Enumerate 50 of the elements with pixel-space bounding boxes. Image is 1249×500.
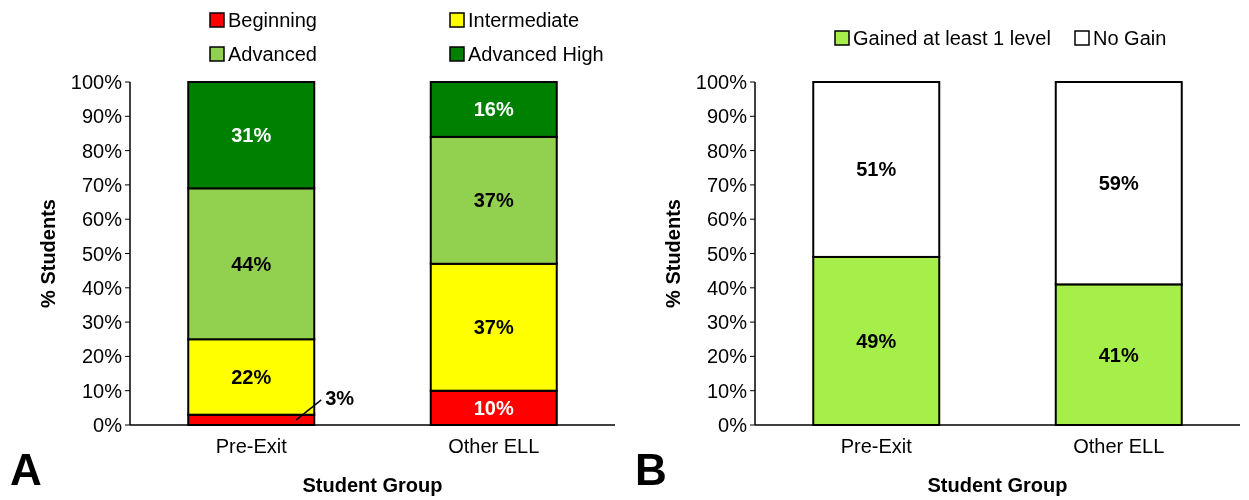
data-label: 44% bbox=[231, 252, 272, 275]
x-tick-label: Pre-Exit bbox=[840, 435, 913, 457]
x-tick-label: Pre-Exit bbox=[215, 435, 288, 457]
y-tick-label: 20% bbox=[706, 345, 748, 368]
data-label: 10% bbox=[473, 396, 514, 419]
y-tick-label: 70% bbox=[706, 173, 748, 196]
data-label: 37% bbox=[473, 189, 514, 212]
data-label: 41% bbox=[1098, 343, 1139, 366]
data-label: 51% bbox=[856, 158, 897, 181]
y-tick-label: 0% bbox=[718, 414, 748, 436]
y-tick-label: 90% bbox=[81, 105, 123, 128]
y-tick-label: 60% bbox=[706, 208, 748, 231]
y-tick-label: 100% bbox=[695, 71, 748, 93]
y-tick-label: 100% bbox=[70, 71, 123, 93]
y-tick-label: 10% bbox=[706, 379, 748, 402]
y-tick-label: 30% bbox=[81, 311, 123, 334]
data-label: 3% bbox=[325, 386, 355, 409]
y-tick-label: 90% bbox=[706, 105, 748, 128]
y-tick-label: 50% bbox=[81, 242, 123, 265]
y-tick-label: 30% bbox=[706, 311, 748, 334]
text: A bbox=[10, 445, 42, 494]
text: B bbox=[635, 445, 667, 494]
legend-label: Intermediate bbox=[468, 9, 580, 31]
y-tick-label: 50% bbox=[706, 242, 748, 265]
x-axis-title: Student Group bbox=[302, 474, 443, 496]
y-axis-title: % Students bbox=[662, 199, 684, 308]
y-tick-label: 0% bbox=[93, 414, 123, 436]
y-tick-label: 40% bbox=[706, 276, 748, 299]
y-tick-label: 60% bbox=[81, 208, 123, 231]
data-label: 16% bbox=[473, 98, 514, 121]
x-tick-label: Other ELL bbox=[448, 435, 540, 457]
y-tick-label: 10% bbox=[81, 379, 123, 402]
y-tick-label: 70% bbox=[81, 173, 123, 196]
data-label: 31% bbox=[231, 124, 272, 147]
y-tick-label: 20% bbox=[81, 345, 123, 368]
legend-label: No Gain bbox=[1093, 27, 1167, 49]
legend-label: Gained at least 1 level bbox=[853, 27, 1051, 49]
data-label: 37% bbox=[473, 316, 514, 339]
data-label: 22% bbox=[231, 365, 272, 388]
x-tick-label: Other ELL bbox=[1073, 435, 1165, 457]
legend-label: Beginning bbox=[228, 9, 317, 31]
y-axis-title: % Students bbox=[37, 199, 59, 308]
legend-label: Advanced bbox=[228, 43, 317, 65]
x-axis-title: Student Group bbox=[927, 474, 1068, 496]
data-label: 49% bbox=[856, 329, 897, 352]
legend-label: Advanced High bbox=[468, 43, 604, 65]
y-tick-label: 40% bbox=[81, 276, 123, 299]
data-label: 59% bbox=[1098, 172, 1139, 195]
y-tick-label: 80% bbox=[81, 139, 123, 162]
y-tick-label: 80% bbox=[706, 139, 748, 162]
